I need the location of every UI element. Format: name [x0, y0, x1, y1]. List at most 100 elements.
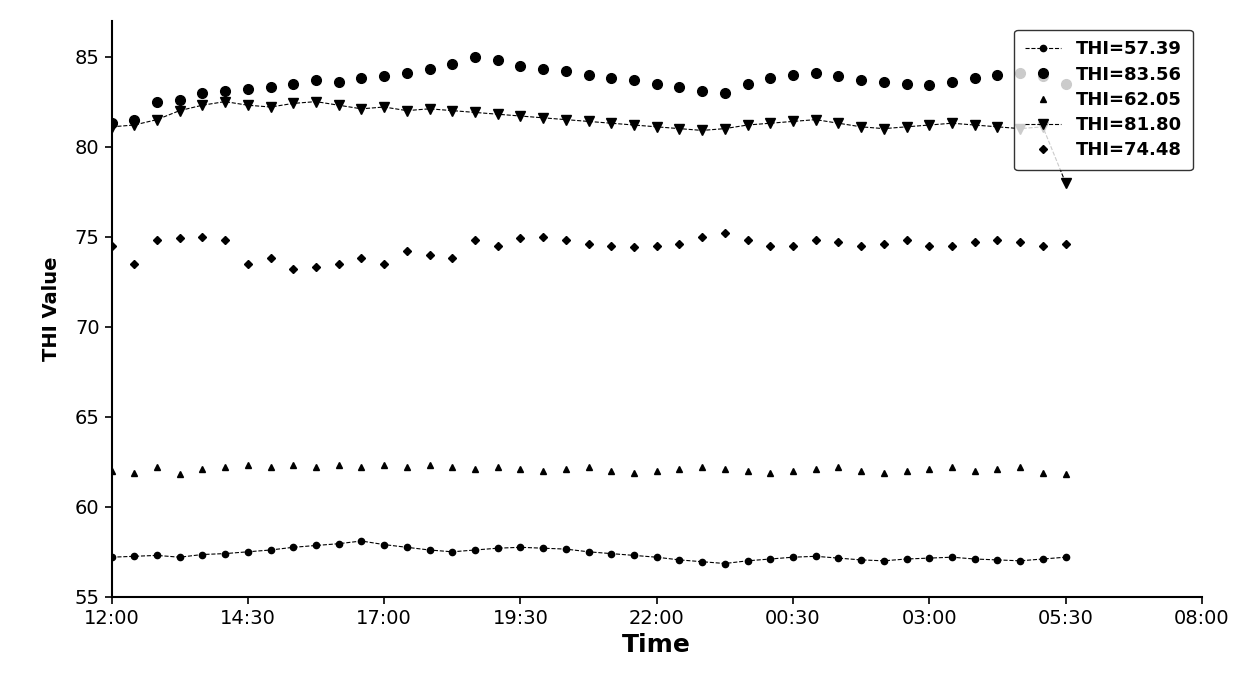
THI=81.80: [649, 123, 664, 131]
THI=81.80: [672, 125, 686, 133]
THI=81.80: [559, 115, 574, 123]
THI=81.80: [491, 110, 506, 119]
THI=57.39: [900, 555, 914, 563]
THI=83.56: [467, 53, 482, 61]
THI=83.56: [876, 78, 891, 86]
THI=83.56: [399, 69, 414, 77]
THI=74.48: [603, 241, 618, 250]
THI=74.48: [218, 236, 233, 244]
THI=57.39: [377, 541, 392, 549]
Y-axis label: THI Value: THI Value: [42, 257, 61, 361]
THI=57.39: [990, 556, 1005, 564]
THI=81.80: [399, 106, 414, 115]
THI=57.39: [286, 543, 301, 552]
THI=57.39: [491, 544, 506, 552]
Legend: THI=57.39, THI=83.56, THI=62.05, THI=81.80, THI=74.48: THI=57.39, THI=83.56, THI=62.05, THI=81.…: [1015, 29, 1193, 170]
THI=57.39: [581, 547, 596, 556]
THI=57.39: [218, 549, 233, 558]
THI=83.56: [808, 69, 823, 77]
THI=81.80: [831, 119, 846, 128]
THI=57.39: [1036, 555, 1051, 563]
THI=62.05: [126, 469, 141, 477]
THI=83.56: [1058, 80, 1073, 88]
THI=83.56: [695, 86, 710, 95]
THI=83.56: [104, 119, 119, 128]
THI=81.80: [331, 101, 346, 109]
THI=83.56: [672, 83, 686, 91]
THI=81.80: [1012, 125, 1027, 133]
THI=57.39: [922, 554, 937, 563]
THI=81.80: [1036, 123, 1051, 131]
THI=83.56: [581, 71, 596, 79]
THI=74.48: [1012, 238, 1027, 246]
THI=57.39: [399, 543, 414, 552]
THI=62.05: [1036, 469, 1051, 477]
THI=62.05: [104, 466, 119, 475]
THI=81.80: [126, 121, 141, 129]
THI=74.48: [695, 233, 710, 241]
THI=62.05: [740, 466, 755, 475]
THI=81.80: [445, 106, 460, 115]
THI=81.80: [627, 121, 642, 129]
THI=57.39: [1012, 557, 1027, 565]
THI=81.80: [218, 97, 233, 106]
THI=83.56: [535, 65, 550, 73]
THI=74.48: [513, 235, 528, 243]
THI=74.48: [377, 259, 392, 268]
THI=74.48: [627, 244, 642, 252]
Line: THI=74.48: THI=74.48: [109, 230, 1068, 272]
THI=62.05: [559, 465, 574, 473]
THI=83.56: [286, 80, 301, 88]
THI=57.39: [331, 540, 346, 548]
THI=83.56: [263, 83, 278, 91]
THI=83.56: [126, 115, 141, 123]
THI=83.56: [422, 65, 437, 73]
THI=81.80: [263, 103, 278, 111]
THI=62.05: [150, 463, 165, 471]
THI=57.39: [717, 559, 732, 567]
THI=62.05: [331, 461, 346, 469]
THI=81.80: [309, 97, 323, 106]
THI=83.56: [627, 76, 642, 84]
THI=62.05: [309, 463, 323, 471]
THI=74.48: [944, 241, 959, 250]
THI=83.56: [218, 86, 233, 95]
THI=81.80: [104, 123, 119, 131]
THI=62.05: [263, 463, 278, 471]
THI=74.48: [581, 240, 596, 248]
THI=74.48: [491, 241, 506, 250]
THI=81.80: [150, 115, 165, 123]
THI=81.80: [422, 105, 437, 113]
THI=83.56: [922, 81, 937, 89]
THI=57.39: [126, 552, 141, 560]
THI=62.05: [854, 466, 869, 475]
THI=57.39: [649, 553, 664, 561]
THI=74.48: [535, 233, 550, 241]
THI=62.05: [876, 469, 891, 477]
THI=83.56: [513, 62, 528, 70]
THI=81.80: [603, 119, 618, 128]
THI=62.05: [808, 465, 823, 473]
THI=57.39: [150, 552, 165, 560]
Line: THI=81.80: THI=81.80: [107, 97, 1070, 187]
THI=83.56: [763, 74, 778, 82]
THI=81.80: [172, 106, 187, 115]
THI=57.39: [172, 553, 187, 561]
THI=62.05: [195, 465, 209, 473]
THI=62.05: [968, 466, 983, 475]
THI=62.05: [377, 461, 392, 469]
THI=83.56: [150, 97, 165, 106]
THI=62.05: [944, 463, 959, 471]
THI=74.48: [990, 236, 1005, 244]
THI=74.48: [309, 263, 323, 272]
THI=83.56: [831, 72, 846, 80]
THI=57.39: [1058, 553, 1073, 561]
THI=57.39: [876, 557, 891, 565]
THI=81.80: [763, 119, 778, 128]
THI=83.56: [968, 74, 983, 82]
THI=62.05: [695, 463, 710, 471]
THI=74.48: [331, 259, 346, 268]
THI=81.80: [876, 125, 891, 133]
THI=62.05: [922, 465, 937, 473]
THI=62.05: [990, 465, 1005, 473]
